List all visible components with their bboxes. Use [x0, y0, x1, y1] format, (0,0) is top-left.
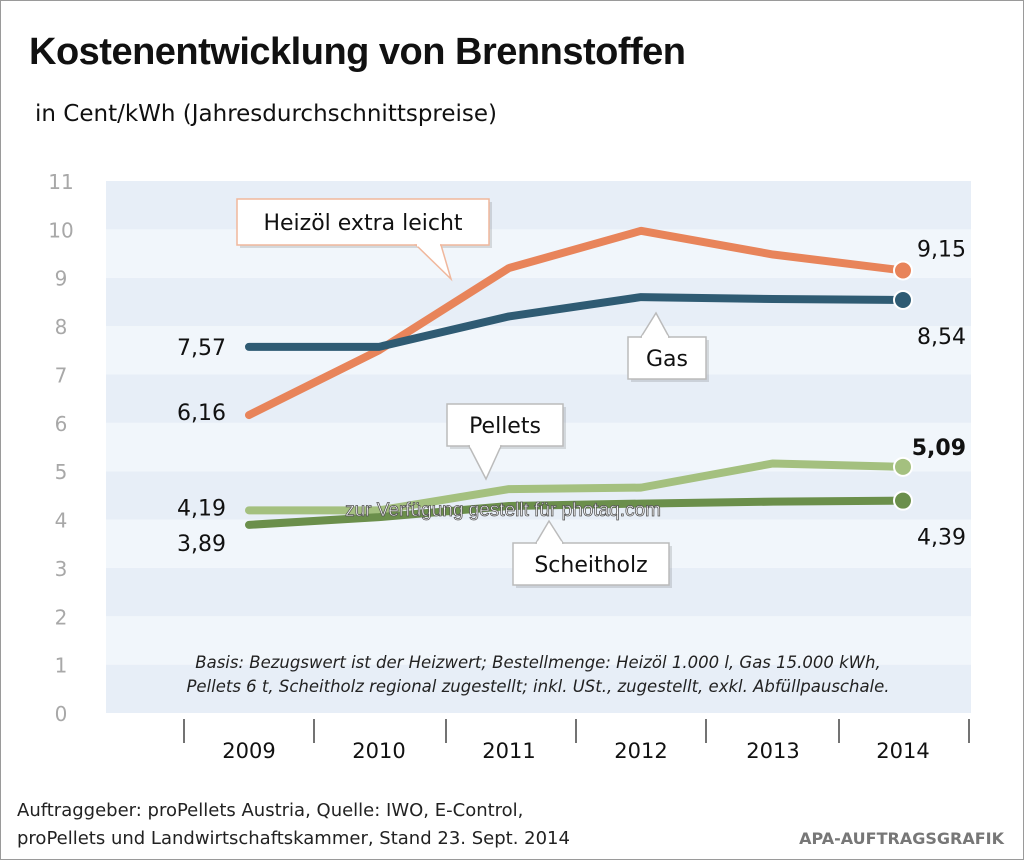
series-gas: 7,57 8,54 — [177, 289, 966, 361]
source-line-2: proPellets und Landwirtschaftskammer, St… — [17, 828, 570, 849]
y-tick-label: 4 — [55, 509, 68, 533]
data-point — [893, 289, 913, 310]
x-tick-label: 2009 — [222, 739, 275, 763]
x-tick-label: 2014 — [876, 739, 929, 763]
y-tick-label: 2 — [55, 605, 68, 629]
series-line — [245, 496, 907, 529]
series-heizöl-extra-leicht: 6,16 9,15 — [177, 226, 966, 426]
chart-subtitle: in Cent/kWh (Jahresdurchschnittspreise) — [35, 101, 497, 127]
end-value-label: 5,09 — [912, 436, 966, 461]
grid-band — [106, 326, 971, 375]
x-tick-label: 2013 — [746, 739, 799, 763]
end-value-label: 9,15 — [917, 237, 966, 262]
callout-scheitholz: Scheitholz — [512, 519, 672, 588]
grid-band — [106, 616, 971, 665]
y-tick-label: 8 — [55, 315, 68, 339]
series-name-label: Pellets — [469, 414, 541, 439]
x-tick-label: 2011 — [482, 739, 535, 763]
series-scheitholz: 3,89 4,39 — [177, 490, 966, 557]
y-tick-label: 3 — [55, 557, 68, 581]
y-tick-label: 1 — [55, 654, 68, 678]
series-name-label: Gas — [646, 347, 688, 372]
series-line — [245, 293, 907, 351]
series-line — [245, 226, 907, 420]
note-line-1: Basis: Bezugswert ist der Heizwert; Best… — [195, 653, 880, 672]
grid-band — [106, 181, 971, 230]
callout-heizöl-extra-leicht: Heizöl extra leicht — [236, 198, 492, 282]
credit: APA-AUFTRAGSGRAFIK — [799, 829, 1004, 848]
y-tick-label: 7 — [55, 363, 68, 387]
series-line — [245, 459, 907, 515]
series-name-label: Scheitholz — [534, 553, 647, 578]
data-point — [893, 490, 913, 511]
start-value-label: 3,89 — [177, 532, 226, 557]
note-line-2: Pellets 6 t, Scheitholz regional zugeste… — [186, 677, 889, 696]
y-tick-label: 10 — [48, 218, 73, 242]
start-value-label: 7,57 — [177, 336, 226, 361]
y-tick-label: 5 — [55, 460, 68, 484]
watermark: zur Verfügung gestellt für photaq.com — [345, 500, 661, 521]
data-point — [893, 260, 913, 281]
y-tick-label: 0 — [55, 702, 68, 726]
end-value-label: 8,54 — [917, 325, 966, 350]
chart-title: Kostenentwicklung von Brennstoffen — [29, 31, 685, 73]
series-pellets: 4,19 5,09 — [177, 436, 966, 522]
series-name-label: Heizöl extra leicht — [263, 211, 462, 236]
start-value-label: 6,16 — [177, 401, 226, 426]
y-tick-label: 9 — [55, 267, 68, 291]
grid-band — [106, 229, 971, 278]
y-tick-label: 11 — [48, 170, 73, 194]
source-line-1: Auftraggeber: proPellets Austria, Quelle… — [17, 800, 523, 821]
callout-gas: Gas — [627, 311, 709, 382]
start-value-label: 4,19 — [177, 496, 226, 521]
callout-pellets: Pellets — [446, 403, 566, 481]
x-tick-label: 2010 — [352, 739, 405, 763]
x-tick-label: 2012 — [614, 739, 667, 763]
data-point — [893, 456, 913, 477]
grid-band — [106, 664, 971, 713]
y-tick-label: 6 — [55, 412, 68, 436]
end-value-label: 4,39 — [917, 526, 966, 551]
